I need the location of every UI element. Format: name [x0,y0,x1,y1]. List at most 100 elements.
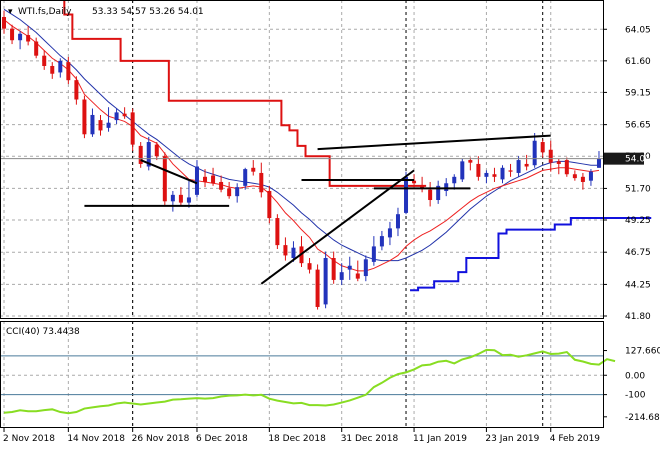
candle-body [259,172,264,193]
candle-body [58,60,63,73]
time-tick-label: 18 Dec 2018 [268,434,326,444]
candle-body [476,163,481,177]
candle-body [267,190,272,219]
candle-body [235,187,240,197]
current-price-marker [604,152,644,165]
candle-body [379,236,384,247]
cci-title: CCI(40) 73.4438 [6,327,80,337]
candle-body [130,112,135,145]
candle-body [468,160,473,163]
candle-body [251,167,256,172]
candle-body [275,218,280,246]
price-tick-label: 59.15 [625,88,651,98]
candle-body [66,62,71,81]
candle-body [178,194,183,203]
chart-title: WTI.fs,Daily [18,7,72,17]
candle-body [194,166,199,195]
price-axis: 64.0561.6059.1556.6554.2051.7049.2546.75… [603,25,660,423]
candle-body [154,144,159,157]
moving-average-slow [3,8,599,262]
candle-body [428,189,433,201]
price-tick-label: 49.25 [625,216,651,226]
time-axis: 2 Nov 2018 14 Nov 2018 26 Nov 2018 6 Dec 20… [3,428,600,444]
candle-body [355,273,360,279]
cci-series [3,348,616,415]
candle-body [532,140,537,166]
time-tick-label: 2 Nov 2018 [3,434,55,444]
candle-body [186,197,191,203]
time-tick-label: 14 Nov 2018 [67,434,125,444]
candle-body [436,185,441,201]
candle-body [420,185,425,189]
candle-body [34,41,39,56]
header-arrow: ▾ [8,7,13,17]
cci-tick-label: 127.6609 [625,347,660,357]
price-tick-label: 64.05 [625,25,651,35]
candle-body [227,188,232,197]
candle-body [203,176,208,182]
time-tick-label: 23 Jan 2019 [485,434,539,444]
candle-body [291,247,296,259]
candle-body [219,181,224,190]
trailing-stop-upper [63,0,427,187]
candle-body [395,214,400,229]
ohlc-readout: 53.33 54.57 53.26 54.01 [92,7,204,17]
candle-body [114,112,119,121]
candle-body [74,80,79,100]
moving-average-fast [3,19,600,272]
candle-body [307,263,312,270]
candle-body [588,171,593,181]
price-tick-label: 51.70 [625,184,651,194]
candle-body [508,170,513,172]
trend-line [140,159,198,185]
cci-tick-label: -100 [625,391,646,401]
cci-line [3,348,616,415]
candle-body [596,158,601,168]
price-tick-label: 44.25 [625,280,651,290]
candle-body [492,174,497,177]
candle-body [484,172,489,177]
candle-body [404,176,409,213]
candle-body [283,245,288,256]
cci-pane-frame [0,321,604,428]
candle-body [339,272,344,280]
time-tick-label: 11 Jan 2019 [413,434,467,444]
candle-body [412,180,417,184]
candle-body [50,65,55,74]
candle-body [460,161,465,180]
candle-body [90,114,95,135]
price-pane-frame [0,0,604,319]
time-tick-label: 26 Nov 2018 [132,434,190,444]
candle-body [315,269,320,307]
candle-body [363,259,368,277]
candle-body [540,142,545,153]
candle-body [146,142,151,167]
candle-body [18,33,23,41]
trend-line [317,134,551,151]
price-tick-label: 56.65 [625,121,651,131]
candle-body [42,55,47,66]
candle-body [516,160,521,173]
candle-body [556,161,561,164]
time-tick-label: 6 Dec 2018 [196,434,248,444]
candle-body [106,122,111,128]
current-price-label: 54.01 [625,155,651,165]
trailing-stop-lower [410,217,652,292]
candle-body [371,246,376,262]
candle-body [26,35,31,42]
candle-body [580,176,585,182]
candle-body [2,17,7,29]
time-tick-label: 31 Dec 2018 [341,434,399,444]
candle-body [323,258,328,305]
candle-body [444,183,449,191]
price-series [0,0,652,318]
cci-tick-label: -214.682 [625,413,660,423]
candle-body [162,156,167,202]
candle-body [211,175,216,184]
candle-body [452,176,457,184]
candle-body [138,145,143,164]
candle-body [331,258,336,280]
candle-body [387,228,392,238]
candle-body [347,265,352,270]
